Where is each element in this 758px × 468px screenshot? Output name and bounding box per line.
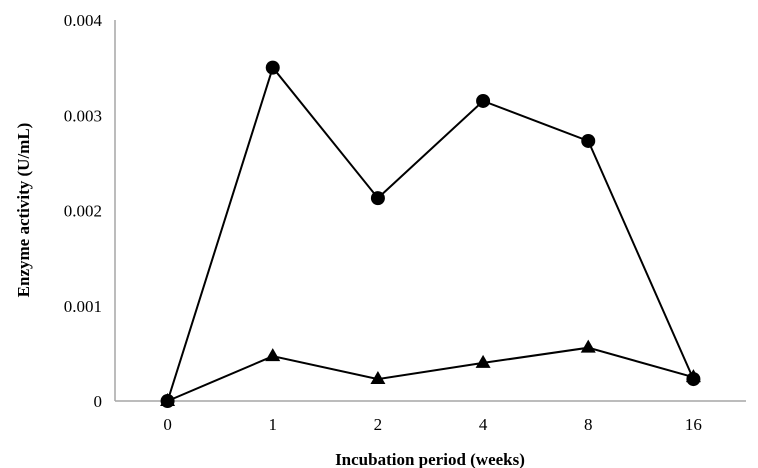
data-point-circle xyxy=(370,191,385,206)
x-tick-label: 4 xyxy=(479,415,488,434)
data-point-triangle xyxy=(265,348,281,362)
data-point-circle xyxy=(476,93,491,108)
series-2-triangle xyxy=(160,339,701,406)
x-tick-label: 8 xyxy=(584,415,593,434)
y-tick-label: 0.003 xyxy=(64,106,102,125)
x-tick-label: 16 xyxy=(685,415,702,434)
data-point-triangle xyxy=(160,392,176,406)
y-axis-title: Enzyme activity (U/mL) xyxy=(14,123,33,298)
data-point-triangle xyxy=(370,371,386,385)
x-tick-label: 2 xyxy=(374,415,383,434)
y-tick-labels: 0 0.001 0.002 0.003 0.004 xyxy=(64,11,103,411)
data-point-triangle xyxy=(685,369,701,383)
data-point-circle xyxy=(265,60,280,75)
x-tick-label: 0 xyxy=(163,415,172,434)
x-axis-title: Incubation period (weeks) xyxy=(335,450,525,468)
data-point-triangle xyxy=(475,354,491,368)
y-tick-label: 0.004 xyxy=(64,11,103,30)
y-tick-label: 0 xyxy=(94,392,103,411)
series-line xyxy=(166,65,695,402)
y-tick-label: 0.002 xyxy=(64,202,102,221)
chart-axes xyxy=(114,20,746,402)
x-tick-label: 1 xyxy=(269,415,278,434)
y-tick-label: 0.001 xyxy=(64,297,102,316)
series-line xyxy=(167,346,694,402)
data-point-circle xyxy=(581,133,596,148)
x-tick-labels: 0 1 2 4 8 16 xyxy=(163,415,702,434)
series-layer xyxy=(160,60,701,408)
data-point-triangle xyxy=(580,339,596,353)
